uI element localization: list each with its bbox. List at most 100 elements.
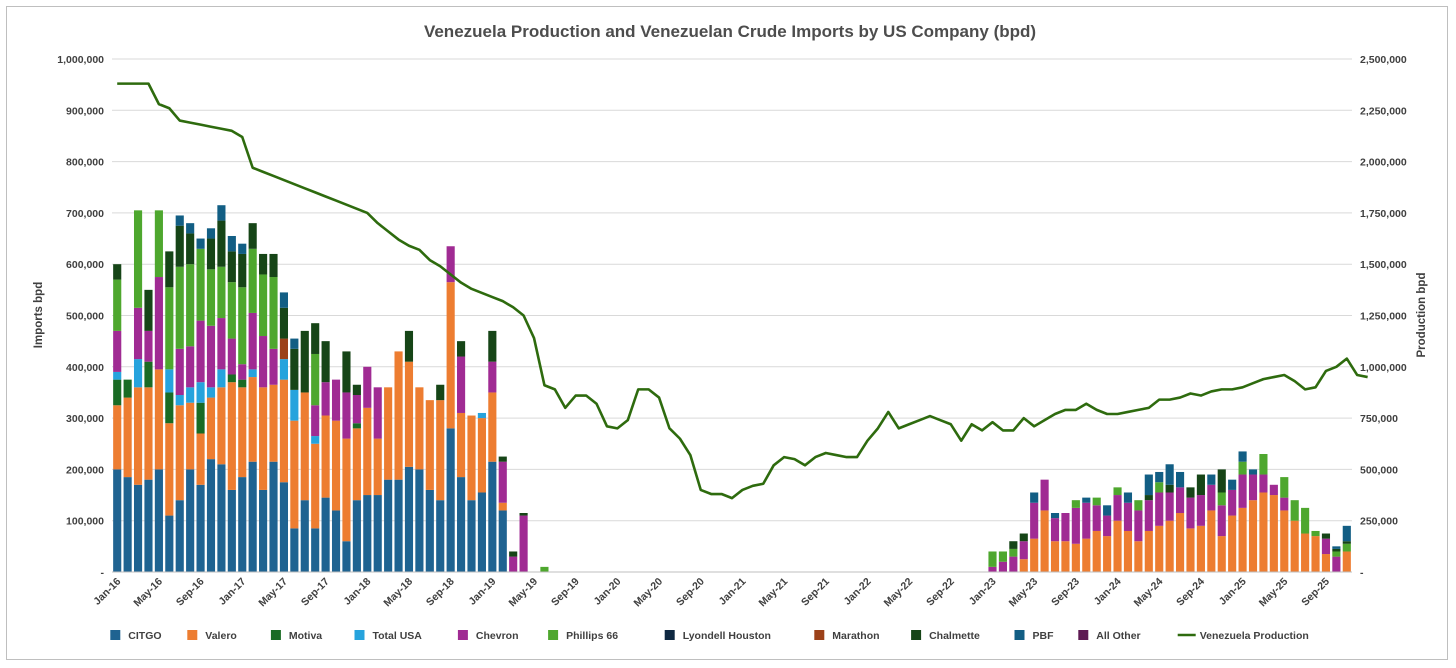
legend-item: Chevron: [457, 630, 518, 642]
y-tick-label: 800,000: [66, 157, 104, 169]
bar-segment: [196, 433, 205, 485]
bar-segment: [998, 551, 1007, 562]
bar-segment: [998, 561, 1007, 572]
bar-segment: [1071, 543, 1080, 572]
line-series: [117, 82, 1368, 500]
x-tick-label: Sep-24: [1174, 576, 1207, 609]
bar-segment: [123, 379, 132, 398]
bar-segment: [279, 482, 288, 572]
bar-segment: [498, 502, 507, 511]
chart-frame: Venezuela Production and Venezuelan Crud…: [6, 6, 1448, 660]
bar-segment: [113, 405, 122, 470]
bar-segment: [186, 233, 195, 265]
bar-segment: [331, 420, 341, 511]
legend-item: Motiva: [270, 630, 322, 642]
y-tick-label: -: [101, 567, 105, 579]
bar-segment: [1103, 515, 1112, 537]
bar-segment: [196, 402, 205, 434]
bar-segment: [217, 369, 226, 388]
x-tick-label: May-17: [256, 576, 290, 610]
bar-segment: [446, 282, 455, 429]
bar-segment: [1259, 474, 1268, 493]
bar-segment: [467, 415, 476, 501]
bar-segment: [217, 387, 226, 465]
bar-segment: [519, 515, 528, 572]
bar-segment: [1186, 497, 1195, 529]
legend: CITGO Valero Motiva Total USA Chevron Phillip…: [110, 630, 1309, 642]
bar-segment: [144, 387, 153, 480]
bar-segment: [1061, 541, 1070, 572]
bar-segment: [321, 497, 330, 572]
bar-segment: [113, 371, 122, 380]
bar-segment: [415, 469, 424, 572]
bar-segment: [259, 336, 268, 388]
bar-segment: [144, 479, 153, 572]
bar-segment: [415, 387, 424, 470]
bar-segment: [165, 251, 174, 288]
bar-segment: [154, 369, 163, 470]
x-tick-label: Jan-19: [466, 576, 498, 608]
bar-segment: [133, 387, 143, 485]
bar-segment: [331, 379, 341, 421]
bar-segment: [1030, 538, 1039, 572]
bar-segment: [436, 384, 445, 401]
bar-segment: [1155, 525, 1164, 572]
y-tick-label: 600,000: [66, 259, 104, 271]
bar-segment: [384, 387, 393, 480]
bar-segment: [404, 330, 414, 362]
bar-segment: [227, 235, 236, 252]
bar-segment: [1092, 530, 1101, 572]
bar-segment: [133, 210, 143, 308]
bar-segment: [1040, 479, 1049, 511]
x-tick-label: May-22: [882, 576, 916, 610]
bar-segment: [238, 253, 247, 288]
bar-segment: [206, 397, 216, 460]
bar-segment: [227, 338, 236, 375]
bar-segment: [1301, 533, 1310, 572]
bar-segment: [300, 392, 309, 501]
bar-segment: [196, 248, 205, 321]
bar-segment: [259, 253, 268, 275]
legend-swatch: [457, 630, 468, 640]
bar-segment: [1019, 559, 1028, 572]
bar-segment: [279, 307, 288, 339]
bar-segment: [196, 320, 205, 383]
legend-item: CITGO: [110, 630, 162, 642]
bar-segment: [1217, 469, 1226, 493]
x-tick-label: May-24: [1132, 576, 1166, 610]
bar-segment: [238, 379, 247, 388]
bar-segment: [1103, 505, 1112, 516]
legend-item: PBF: [1014, 630, 1054, 642]
bar-segment: [238, 243, 247, 254]
bar-segment: [1144, 495, 1153, 501]
bar-segment: [1165, 484, 1174, 493]
x-tick-label: May-16: [131, 576, 165, 610]
bar-segment: [1217, 536, 1226, 572]
bar-segment: [352, 395, 361, 424]
x-tick-label: Sep-22: [924, 576, 957, 609]
bar-segment: [321, 382, 330, 416]
bar-segment: [248, 223, 257, 249]
bar-segment: [113, 264, 122, 280]
bar-segment: [165, 392, 174, 424]
bar-segment: [1238, 474, 1247, 508]
bar-segment: [363, 495, 372, 572]
bar-segment: [467, 500, 476, 572]
bar-segment: [498, 456, 507, 462]
bar-segment: [154, 210, 163, 278]
legend-label: Total USA: [373, 630, 423, 642]
legend-label: Marathon: [832, 630, 879, 642]
bar-segment: [290, 338, 299, 349]
x-tick-label: Sep-21: [799, 576, 832, 609]
bar-segment: [123, 477, 132, 572]
bar-segment: [196, 484, 205, 572]
bar-segment: [217, 464, 226, 572]
y2-tick-label: -: [1360, 567, 1364, 579]
bar-segment: [1269, 484, 1278, 496]
bar-segment: [269, 348, 278, 385]
bar-segment: [331, 510, 341, 572]
bar-segment: [290, 420, 299, 529]
legend-label: Lyondell Houston: [683, 630, 771, 642]
bar-segment: [1217, 505, 1226, 537]
y2-tick-label: 500,000: [1360, 464, 1398, 476]
